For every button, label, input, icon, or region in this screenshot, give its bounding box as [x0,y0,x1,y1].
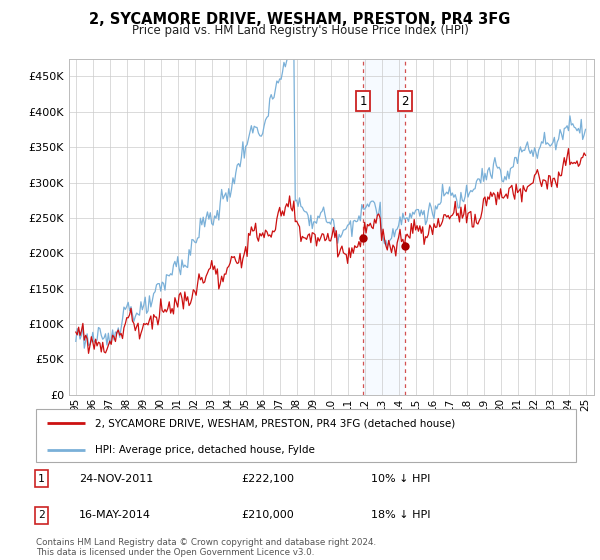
Bar [363,59,405,395]
Text: £222,100: £222,100 [241,474,294,484]
Text: 2: 2 [401,95,409,108]
Text: 2, SYCAMORE DRIVE, WESHAM, PRESTON, PR4 3FG (detached house): 2, SYCAMORE DRIVE, WESHAM, PRESTON, PR4 … [95,418,455,428]
Text: 1: 1 [38,474,45,484]
Text: 16-MAY-2014: 16-MAY-2014 [79,510,151,520]
Text: 10% ↓ HPI: 10% ↓ HPI [371,474,430,484]
Text: HPI: Average price, detached house, Fylde: HPI: Average price, detached house, Fyld… [95,445,315,455]
Text: 2, SYCAMORE DRIVE, WESHAM, PRESTON, PR4 3FG: 2, SYCAMORE DRIVE, WESHAM, PRESTON, PR4 … [89,12,511,27]
FancyBboxPatch shape [36,409,576,462]
Text: 2: 2 [38,510,45,520]
Text: £210,000: £210,000 [241,510,294,520]
Text: 24-NOV-2011: 24-NOV-2011 [79,474,154,484]
Text: 18% ↓ HPI: 18% ↓ HPI [371,510,430,520]
Text: Price paid vs. HM Land Registry's House Price Index (HPI): Price paid vs. HM Land Registry's House … [131,24,469,36]
Text: 1: 1 [359,95,367,108]
Text: Contains HM Land Registry data © Crown copyright and database right 2024.
This d: Contains HM Land Registry data © Crown c… [36,538,376,557]
